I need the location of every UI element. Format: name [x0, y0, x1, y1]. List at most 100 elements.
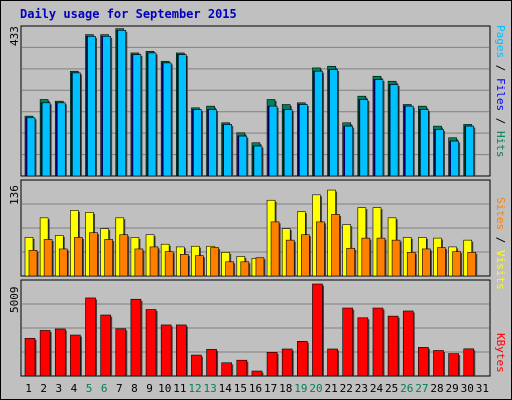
day-label: 27: [415, 382, 428, 395]
pages-bar: [359, 99, 369, 177]
day-label: 23: [355, 382, 368, 395]
pages-bar: [344, 125, 354, 177]
pages-bar: [268, 105, 278, 177]
kbytes-bar: [39, 330, 51, 377]
sites-bar: [301, 234, 310, 277]
day-label: 28: [430, 382, 443, 395]
sites-bar: [58, 248, 68, 277]
sites-bar: [406, 252, 416, 277]
kbytes-bar: [281, 348, 293, 377]
pages-bar: [87, 36, 96, 177]
sites-bar: [361, 237, 371, 277]
day-label: 8: [131, 382, 138, 395]
sites-bar: [119, 234, 129, 277]
sites-bar: [195, 255, 204, 277]
pages-bar: [117, 30, 127, 177]
sites-bar: [452, 251, 461, 277]
kbytes-bar: [463, 348, 475, 377]
day-label: 4: [71, 382, 78, 395]
kbytes-bar: [372, 307, 384, 377]
pages-bar: [450, 140, 459, 177]
day-label: 26: [400, 382, 413, 395]
kbytes-bar: [236, 359, 248, 377]
pages-bar: [329, 69, 338, 177]
kbytes-bar: [266, 352, 278, 377]
day-label: 3: [56, 382, 63, 395]
day-label: 21: [325, 382, 338, 395]
sites-bar: [164, 251, 174, 277]
pages-bar: [147, 52, 157, 177]
sites-bar: [316, 221, 325, 277]
kbytes-bar: [85, 297, 96, 377]
pages-bar: [283, 109, 293, 177]
kbytes-bar: [206, 349, 217, 377]
kbytes-bar: [160, 324, 172, 377]
pages-bar: [102, 36, 111, 177]
pages-bar: [223, 124, 232, 177]
sites-bar: [149, 246, 159, 277]
kbytes-bar: [130, 298, 142, 377]
sites-bar: [179, 254, 189, 277]
sites-bar: [270, 221, 280, 277]
day-label: 1: [25, 382, 32, 395]
day-label: 20: [309, 382, 322, 395]
pages-bar: [208, 109, 217, 177]
day-label: 2: [40, 382, 47, 395]
day-label: 5: [86, 382, 93, 395]
pages-bar: [404, 105, 414, 177]
sites-bar: [391, 239, 401, 277]
kbytes-bar: [191, 354, 202, 377]
kbytes-bar: [251, 370, 263, 377]
kbytes-bar: [357, 317, 369, 377]
pages-bar: [299, 104, 308, 177]
kbytes-bar: [312, 283, 323, 377]
day-label: 25: [385, 382, 398, 395]
pages-bar: [162, 62, 172, 177]
pages-bar: [41, 102, 51, 177]
pages-bar: [132, 54, 142, 177]
day-label: 7: [116, 382, 123, 395]
day-label: 13: [203, 382, 216, 395]
sites-bar: [240, 261, 250, 277]
day-label: 10: [158, 382, 171, 395]
day-label: 24: [370, 382, 384, 395]
day-label: 18: [279, 382, 292, 395]
kbytes-bar: [175, 324, 187, 377]
sites-bar: [225, 261, 234, 277]
sites-bar: [346, 247, 356, 277]
sites-bar: [255, 257, 265, 277]
chart-title: Daily usage for September 2015: [20, 7, 237, 21]
day-label: 12: [188, 382, 201, 395]
kbytes-bar: [100, 314, 111, 377]
pages-bar: [253, 145, 263, 177]
pages-bar: [56, 102, 66, 177]
kbytes-bar: [24, 338, 36, 377]
kbytes-bar: [342, 307, 354, 377]
kbytes-bar: [221, 362, 232, 377]
pages-bar: [374, 79, 384, 177]
pages-bar: [314, 70, 323, 177]
day-label: 14: [219, 382, 233, 395]
sites-bar: [422, 248, 431, 277]
day-label: 9: [146, 382, 153, 395]
day-label: 19: [294, 382, 307, 395]
kbytes-bar: [70, 334, 81, 377]
kbytes-bar: [327, 348, 338, 377]
sites-bar: [210, 247, 219, 277]
day-label: 11: [173, 382, 186, 395]
kbytes-bar: [115, 328, 127, 377]
kbytes-bar: [433, 350, 444, 377]
day-label: 15: [234, 382, 247, 395]
day-label: 22: [340, 382, 353, 395]
pages-bar: [26, 117, 36, 177]
pages-bar: [389, 84, 399, 177]
pages-bar: [193, 109, 202, 177]
day-label: 6: [101, 382, 108, 395]
sites-bar: [467, 252, 477, 277]
kbytes-bar: [402, 310, 414, 377]
pages-bar: [238, 135, 248, 177]
kbytes-bar: [145, 309, 157, 377]
day-label: 17: [264, 382, 277, 395]
sites-bar: [43, 239, 53, 277]
pages-bar: [177, 54, 187, 177]
